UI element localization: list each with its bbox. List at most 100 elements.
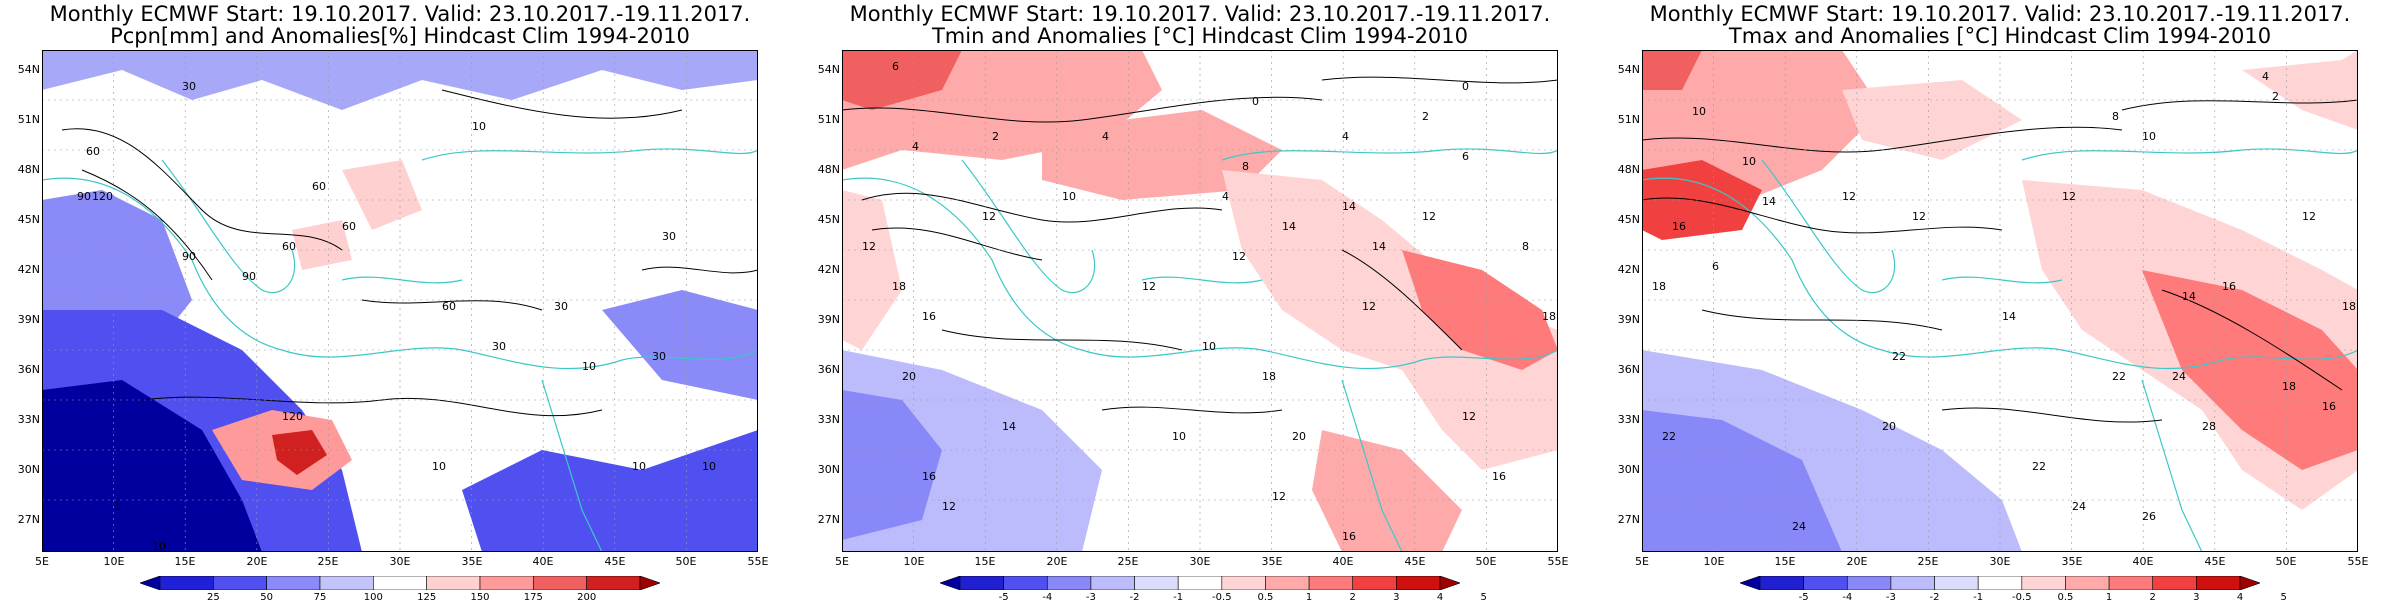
colorbar-label: 200 [577,592,597,603]
colorbar-label: 125 [417,592,437,603]
colorbar-segment [1046,576,1092,590]
contour-label: 28 [2202,420,2216,433]
colorbar-segment [1090,576,1135,590]
contour-label: 10 [1742,155,1756,168]
panel-title-line1: Monthly ECMWF Start: 19.10.2017. Valid: … [49,2,751,26]
anomaly-region [1312,430,1462,552]
contour-label: 16 [1492,470,1506,483]
lon-label: 40E [2132,555,2154,568]
contour-label: 20 [1292,430,1306,443]
contours [61,89,758,417]
colorbar-segment [959,576,1004,590]
lon-label: 30E [1989,555,2011,568]
colorbar-label: 5 [1480,592,1487,603]
lat-label: 45N [17,213,40,226]
contour-label: 22 [2032,460,2046,473]
contour-label: 18 [1542,310,1556,323]
contour-label: 2 [2272,90,2279,103]
contour-label: 14 [1372,240,1386,253]
colorbar-segment [140,576,161,590]
contour-label: 22 [2112,370,2126,383]
lon-label: 55E [1547,555,1569,568]
contour-label: 12 [1912,210,1926,223]
lon-label: 5E [1635,555,1649,568]
lat-label: 33N [1617,413,1640,426]
contour-label: 1 [114,500,121,513]
contour-label: 16 [922,310,936,323]
contour-label: 24 [2172,370,2186,383]
contour-label: 16 [2222,280,2236,293]
colorbar-segment [1890,576,1935,590]
contour-label: 24 [1792,520,1806,533]
lon-label: 55E [747,555,769,568]
contour-label: 12 [2062,190,2076,203]
contour-label: 4 [2262,70,2269,83]
colorbar-segment [1977,576,2023,590]
lat-label: 48N [1617,163,1640,176]
anomaly-region [342,160,422,230]
contour-label: 12 [1462,410,1476,423]
lon-label: 25E [1917,555,1939,568]
lon-label: 10E [103,555,125,568]
contour-label: 10 [582,360,596,373]
lon-label: 25E [317,555,339,568]
colorbar-label: -3 [1085,592,1096,603]
contour-label: 120 [92,190,113,203]
lat-label: 27N [817,513,840,526]
lon-label: 55E [2347,555,2369,568]
lat-label: 51N [817,113,840,126]
colorbar-label: 0.5 [2057,592,2074,603]
contour-label: 18 [2342,300,2356,313]
colorbar-segment [479,576,534,590]
contour-label: 30 [554,300,568,313]
contour-label: 12 [1232,250,1246,263]
contour-label: 4 [1342,130,1349,143]
lon-label: 35E [461,555,483,568]
colorbar [940,576,1460,590]
colorbar-label: -2 [1129,592,1140,603]
contour-label: 12 [1422,210,1436,223]
contour-label: 10 [2142,130,2156,143]
contour-label: 10 [432,460,446,473]
tmax-map: 10 4 2 8 10 12 14 16 18 6 12 14 16 12 22… [1642,50,2358,552]
lat-label: 39N [17,313,40,326]
colorbar-label: -0.5 [2012,592,2032,603]
colorbar-segment [1003,576,1048,590]
contour-label: 6 [892,60,899,73]
panel-title-line1: Monthly ECMWF Start: 19.10.2017. Valid: … [1649,2,2351,26]
colorbar-label: 0.5 [1257,592,1274,603]
anomaly-region [2142,270,2358,470]
contour-label: 18 [1262,370,1276,383]
contour-label: 14 [1002,420,1016,433]
contour-label: 60 [312,180,326,193]
colorbar-segment [1759,576,1804,590]
contour-label: 12 [1272,490,1286,503]
colorbar-label: 4 [2236,592,2244,603]
anomaly-region [1642,50,1702,90]
anomaly-region [1642,410,1842,552]
lon-label: 30E [1189,555,1211,568]
colorbar-segment [2065,576,2110,590]
colorbar-label: 1 [1305,592,1313,603]
anomaly-region [292,220,352,270]
colorbar-label: -3 [1885,592,1896,603]
contour-labels: 6 4 2 0 4 4 8 10 12 12 18 16 20 10 14 12… [862,60,1556,543]
lat-label: 42N [17,263,40,276]
contour-label: 22 [1892,350,1906,363]
colorbar-segment [639,576,660,590]
lat-label: 39N [1617,313,1640,326]
lon-label: 50E [1475,555,1497,568]
contour-label: 26 [2142,510,2156,523]
contour-label: 16 [2322,400,2336,413]
precipitation-map: 60 90 120 30 60 10 10 10 1 60 30 120 30 … [42,50,758,552]
contour-label: 2 [992,130,999,143]
lat-label: 36N [1617,363,1640,376]
contour-label: 0 [1252,95,1259,108]
contour-label: 14 [1282,220,1296,233]
lat-label: 42N [817,263,840,276]
anomaly-region [2242,50,2358,130]
contours [842,76,1558,414]
colorbar-label: 175 [523,592,543,603]
lat-label: 42N [1617,263,1640,276]
lat-label: 48N [17,163,40,176]
